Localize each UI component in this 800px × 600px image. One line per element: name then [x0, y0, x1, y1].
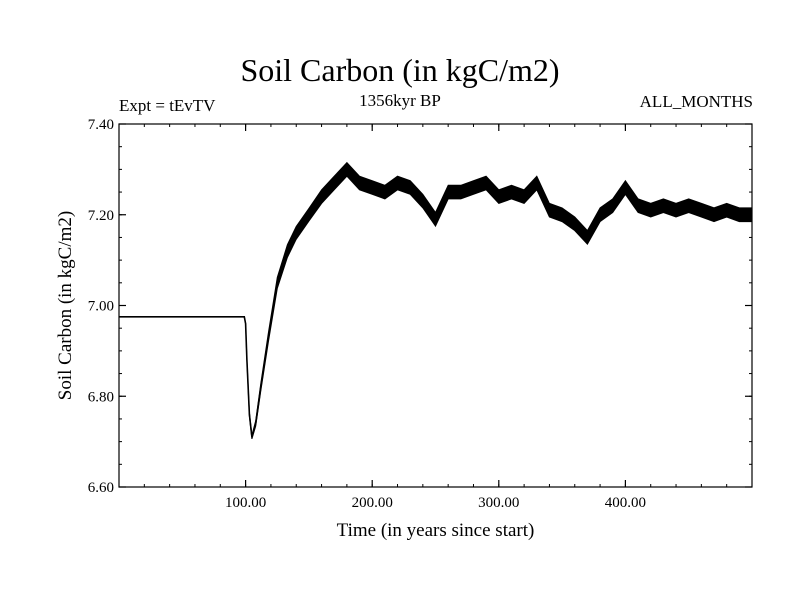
y-tick-label: 6.60 — [88, 480, 114, 496]
x-axis-label: Time (in years since start) — [337, 520, 535, 541]
x-tick-label: 200.00 — [352, 495, 393, 511]
x-tick-label: 300.00 — [478, 495, 519, 511]
series-variability-band — [119, 161, 753, 440]
tick-layer: 6.60 6.80 7.00 7.20 7.40 100.00 200.00 300.00 40… — [88, 117, 752, 511]
chart-title: Soil Carbon (in kgC/m2) — [240, 52, 560, 88]
series-line — [119, 168, 752, 438]
experiment-label: Expt = tEvTV — [119, 96, 216, 115]
plot-frame — [118, 123, 753, 488]
y-tick-label: 7.40 — [88, 117, 114, 133]
y-axis-label: Soil Carbon (in kgC/m2) — [55, 211, 76, 400]
y-tick-label: 7.00 — [88, 299, 114, 315]
months-label: ALL_MONTHS — [639, 92, 753, 111]
chart-subtitle: 1356kyr BP — [359, 91, 441, 110]
x-tick-label: 400.00 — [605, 495, 646, 511]
x-tick-label: 100.00 — [225, 495, 266, 511]
y-tick-label: 7.20 — [88, 208, 114, 224]
plot-layer — [119, 161, 753, 440]
y-tick-label: 6.80 — [88, 389, 114, 405]
